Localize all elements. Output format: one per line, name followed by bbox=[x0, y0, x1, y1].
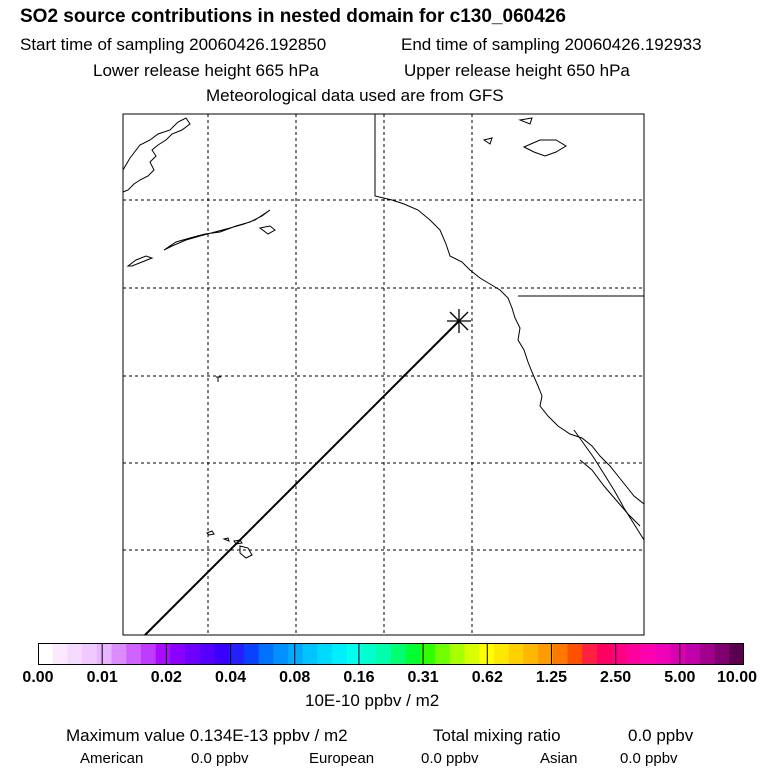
colorbar bbox=[38, 643, 744, 665]
colorbar-cell bbox=[405, 643, 422, 665]
start-time-label: Start time of sampling 20060426.192850 bbox=[20, 35, 327, 54]
colorbar-cell bbox=[596, 643, 613, 665]
colorbar-cell bbox=[332, 643, 348, 665]
colorbar-cell bbox=[82, 643, 98, 665]
colorbar-unit: 10E-10 ppbv / m2 bbox=[305, 691, 440, 710]
colorbar-cell bbox=[449, 643, 466, 665]
colorbar-cell bbox=[361, 643, 377, 665]
colorbar-cell bbox=[170, 643, 186, 665]
total-mixing-ratio-label: Total mixing ratio bbox=[433, 726, 561, 745]
colorbar-cell bbox=[508, 643, 524, 665]
colorbar-cell bbox=[273, 643, 289, 665]
colorbar-tick-label: 0.00 bbox=[22, 669, 54, 686]
colorbar-cell bbox=[214, 643, 230, 665]
coastlines bbox=[122, 114, 645, 541]
colorbar-cell bbox=[302, 643, 319, 665]
colorbar-cell bbox=[140, 643, 157, 665]
colorbar-cell bbox=[258, 643, 274, 665]
european-label: European bbox=[309, 750, 375, 767]
asian-label: Asian bbox=[540, 750, 578, 767]
colorbar-cell bbox=[185, 643, 201, 665]
colorbar-tick-label: 2.50 bbox=[600, 669, 632, 686]
maximum-value: Maximum value 0.134E-13 ppbv / m2 bbox=[66, 726, 348, 745]
colorbar-cell bbox=[538, 643, 554, 665]
colorbar-cell bbox=[582, 643, 598, 665]
colorbar-cell bbox=[155, 643, 171, 665]
colorbar-cell bbox=[38, 643, 54, 665]
colorbar-cell bbox=[288, 643, 304, 665]
lower-release-height: Lower release height 665 hPa bbox=[93, 61, 319, 80]
small-marker bbox=[216, 376, 221, 382]
colorbar-cell bbox=[552, 643, 569, 665]
colorbar-cell bbox=[670, 643, 686, 665]
colorbar-cell bbox=[714, 643, 730, 665]
trajectory-line bbox=[144, 320, 460, 636]
colorbar-cell bbox=[641, 643, 657, 665]
colorbar-tick-label: 0.08 bbox=[279, 669, 311, 686]
lat-lon-gridlines bbox=[123, 114, 644, 635]
hawaii-islands bbox=[206, 530, 253, 559]
colorbar-cell bbox=[126, 643, 142, 665]
colorbar-cell bbox=[346, 643, 363, 665]
colorbar-cell bbox=[435, 643, 451, 665]
colorbar-cell bbox=[420, 643, 436, 665]
colorbar-cell bbox=[567, 643, 583, 665]
colorbar-cell bbox=[376, 643, 392, 665]
colorbar-cell bbox=[229, 643, 245, 665]
colorbar-cell bbox=[685, 643, 701, 665]
release-location-marker bbox=[447, 309, 471, 333]
colorbar-tick-label: 5.00 bbox=[664, 669, 696, 686]
colorbar-tick-label: 10.00 bbox=[716, 669, 758, 686]
colorbar-cell bbox=[52, 643, 69, 665]
end-time-label: End time of sampling 20060426.192933 bbox=[401, 35, 702, 54]
colorbar-tick-label: 1.25 bbox=[535, 669, 568, 686]
colorbar-cell bbox=[699, 643, 716, 665]
colorbar-tick-label: 0.31 bbox=[407, 669, 439, 686]
colorbar-cell bbox=[655, 643, 672, 665]
colorbar-cell bbox=[67, 643, 83, 665]
colorbar-cell bbox=[199, 643, 216, 665]
colorbar-cell bbox=[96, 643, 113, 665]
colorbar-tick-label: 0.01 bbox=[86, 669, 118, 686]
colorbar-cell bbox=[729, 643, 744, 665]
american-value: 0.0 ppbv bbox=[191, 750, 249, 767]
meteorological-data-note: Meteorological data used are from GFS bbox=[206, 86, 504, 105]
colorbar-cell bbox=[493, 643, 510, 665]
colorbar-cell bbox=[611, 643, 627, 665]
colorbar-cell bbox=[523, 643, 539, 665]
colorbar-cell bbox=[391, 643, 407, 665]
colorbar-cell bbox=[111, 643, 127, 665]
colorbar-cell bbox=[626, 643, 642, 665]
total-mixing-ratio-value: 0.0 ppbv bbox=[628, 726, 694, 745]
colorbar-cell bbox=[317, 643, 333, 665]
american-label: American bbox=[80, 750, 144, 767]
asian-value: 0.0 ppbv bbox=[620, 750, 678, 767]
colorbar-cell bbox=[243, 643, 260, 665]
european-value: 0.0 ppbv bbox=[421, 750, 479, 767]
colorbar-tick-label: 0.16 bbox=[343, 669, 375, 686]
plot-title: SO2 source contributions in nested domai… bbox=[20, 6, 566, 27]
upper-release-height: Upper release height 650 hPa bbox=[404, 61, 630, 80]
colorbar-tick-label: 0.62 bbox=[471, 669, 503, 686]
colorbar-cell bbox=[464, 643, 480, 665]
colorbar-tick-label: 0.04 bbox=[214, 669, 247, 686]
colorbar-tick-label: 0.02 bbox=[150, 669, 182, 686]
